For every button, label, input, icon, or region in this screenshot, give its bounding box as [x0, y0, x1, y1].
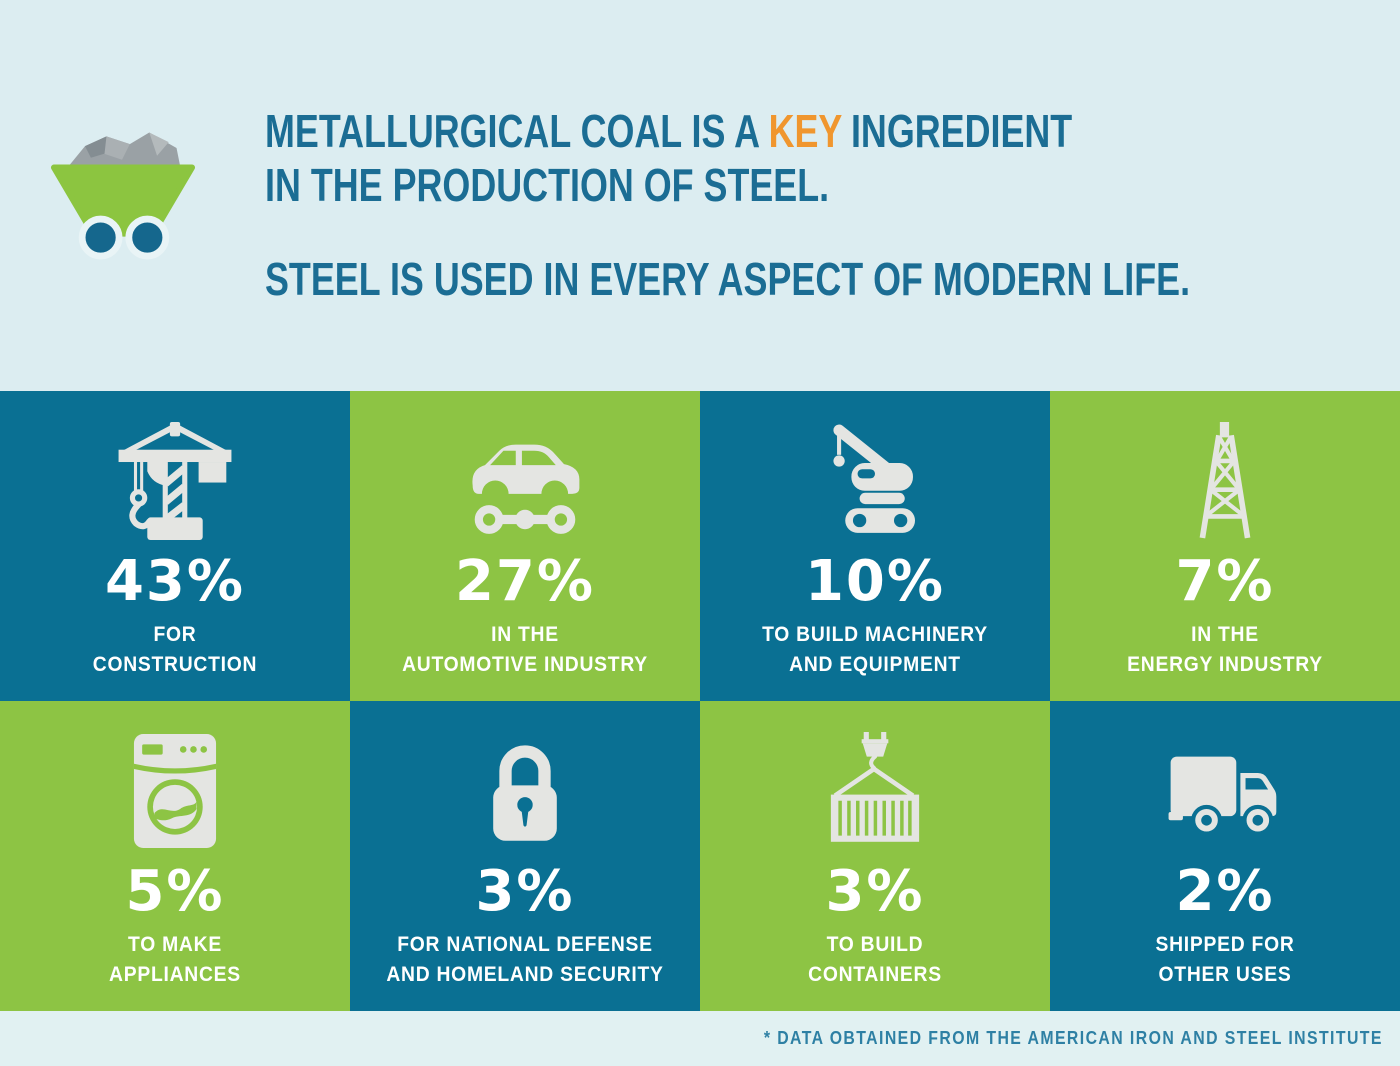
tile-percentage: 2% [1175, 859, 1275, 924]
tile-containers: 3% TO BUILD CONTAINERS [700, 701, 1050, 1011]
tile-defense: 3% FOR NATIONAL DEFENSE AND HOMELAND SEC… [350, 701, 700, 1011]
tile-label: IN THE ENERGY INDUSTRY [1127, 623, 1323, 676]
tile-percentage: 3% [825, 859, 925, 924]
tile-appliances: 5% TO MAKE APPLIANCES [0, 701, 350, 1011]
headline-line1-pre: METALLURGICAL COAL IS A [265, 105, 761, 157]
tile-percentage: 43% [104, 549, 246, 614]
headline-line1: METALLURGICAL COAL IS A KEY INGREDIENT [265, 104, 1146, 158]
shipping-container-icon [806, 731, 944, 851]
tile-label: TO MAKE APPLIANCES [109, 933, 241, 986]
tile-label: SHIPPED FOR OTHER USES [1155, 933, 1295, 986]
headline-line2: IN THE PRODUCTION OF STEEL. [265, 159, 830, 211]
tile-percentage: 7% [1175, 549, 1275, 614]
tile-label: TO BUILD MACHINERY AND EQUIPMENT [762, 623, 988, 676]
tile-label: FOR CONSTRUCTION [92, 623, 258, 676]
tile-energy: 7% IN THE ENERGY INDUSTRY [1050, 391, 1400, 701]
header-section: METALLURGICAL COAL IS A KEY INGREDIENT IN … [0, 0, 1400, 391]
headline-key-highlight: KEY [768, 105, 843, 157]
headline-line3: STEEL IS USED IN EVERY ASPECT OF MODERN … [265, 253, 1191, 305]
padlock-icon [456, 731, 594, 851]
headline-line1-post: INGREDIENT [850, 105, 1073, 157]
tile-label: TO BUILD CONTAINERS [808, 933, 942, 986]
delivery-truck-icon [1153, 731, 1297, 851]
footer-section: * DATA OBTAINED FROM THE AMERICAN IRON A… [0, 1011, 1400, 1066]
tile-percentage: 10% [804, 549, 946, 614]
tile-percentage: 27% [454, 549, 596, 614]
tile-percentage: 3% [475, 859, 575, 924]
oil-derrick-icon [1156, 421, 1294, 541]
tile-machinery: 10% TO BUILD MACHINERY AND EQUIPMENT [700, 391, 1050, 701]
tile-label: FOR NATIONAL DEFENSE AND HOMELAND SECURI… [386, 933, 664, 986]
tile-other-uses: 2% SHIPPED FOR OTHER USES [1050, 701, 1400, 1011]
coal-cart-icon [50, 110, 196, 260]
tower-crane-icon [106, 421, 244, 541]
crawler-crane-icon [805, 421, 945, 541]
tile-construction: 43% FOR CONSTRUCTION [0, 391, 350, 701]
data-source-note: * DATA OBTAINED FROM THE AMERICAN IRON A… [763, 1028, 1383, 1048]
washing-machine-icon [106, 731, 244, 851]
usage-tile-grid: 43% FOR CONSTRUCTION 27% IN THE AUTOMOTI… [0, 391, 1400, 1011]
headline-block: METALLURGICAL COAL IS A KEY INGREDIENT IN … [265, 104, 1395, 306]
car-and-chassis-icon [450, 421, 600, 541]
tile-label: IN THE AUTOMOTIVE INDUSTRY [402, 623, 648, 676]
tile-percentage: 5% [125, 859, 225, 924]
tile-automotive: 27% IN THE AUTOMOTIVE INDUSTRY [350, 391, 700, 701]
